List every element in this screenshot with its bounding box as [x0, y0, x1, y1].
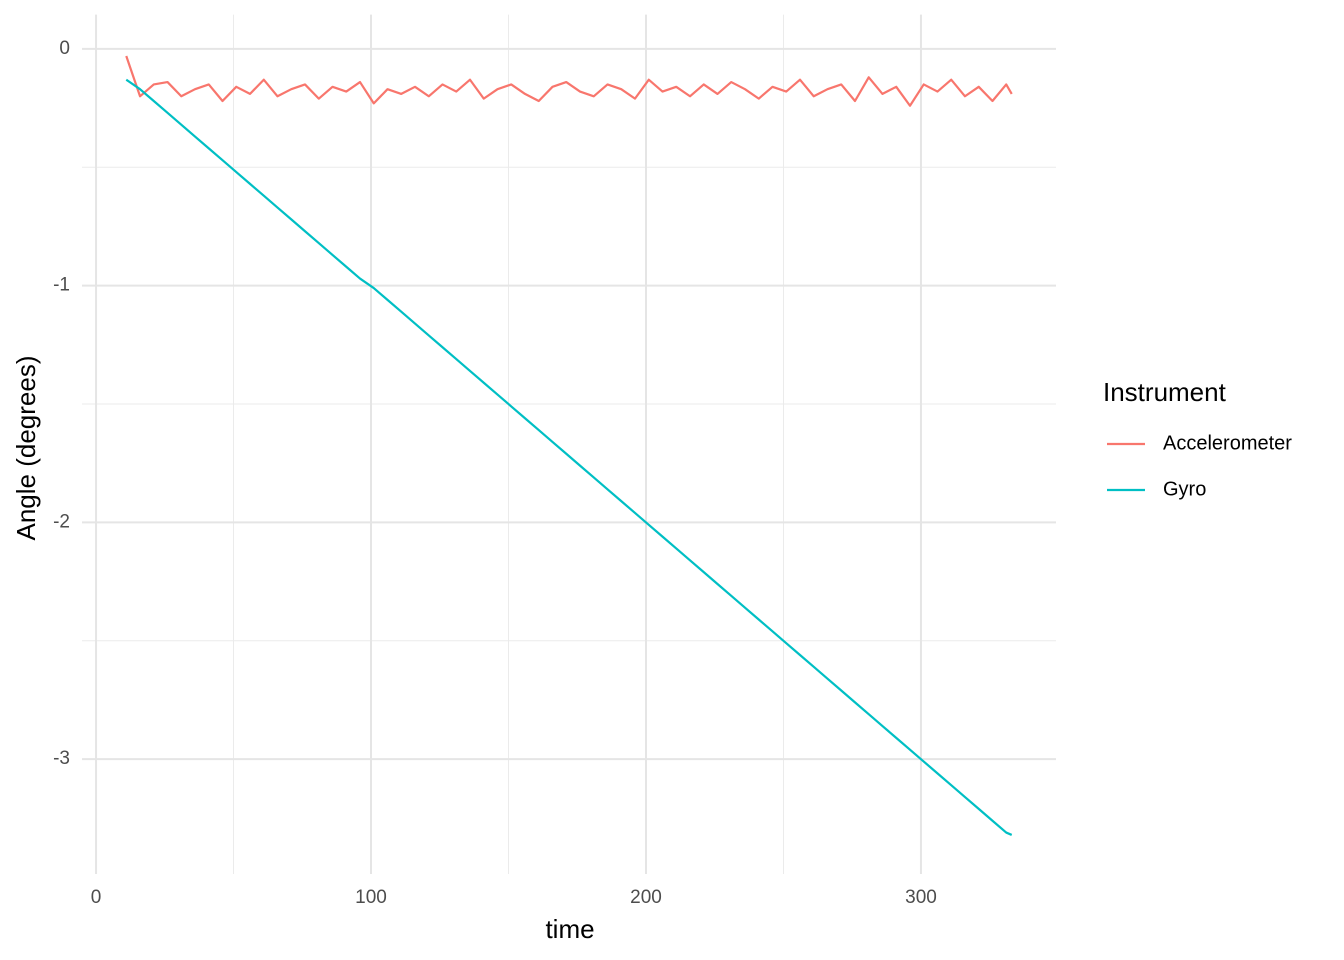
legend-label: Gyro: [1163, 478, 1206, 500]
y-tick-label: 0: [59, 38, 70, 59]
data-line: [125, 55, 1013, 107]
y-tick-label: -1: [53, 275, 70, 296]
x-axis-label: time: [545, 914, 594, 944]
data-line: [125, 78, 1013, 836]
x-tick-label: 0: [91, 887, 102, 908]
x-tick-label: 300: [905, 887, 937, 908]
legend-label: Accelerometer: [1163, 432, 1292, 454]
y-axis-label: Angle (degrees): [11, 356, 41, 541]
x-tick-label: 100: [355, 887, 387, 908]
grid: [82, 14, 1056, 874]
x-tick-label: 200: [630, 887, 662, 908]
y-tick-label: -2: [53, 511, 70, 532]
legend-title: Instrument: [1103, 377, 1227, 407]
y-tick-label: -3: [53, 748, 70, 769]
